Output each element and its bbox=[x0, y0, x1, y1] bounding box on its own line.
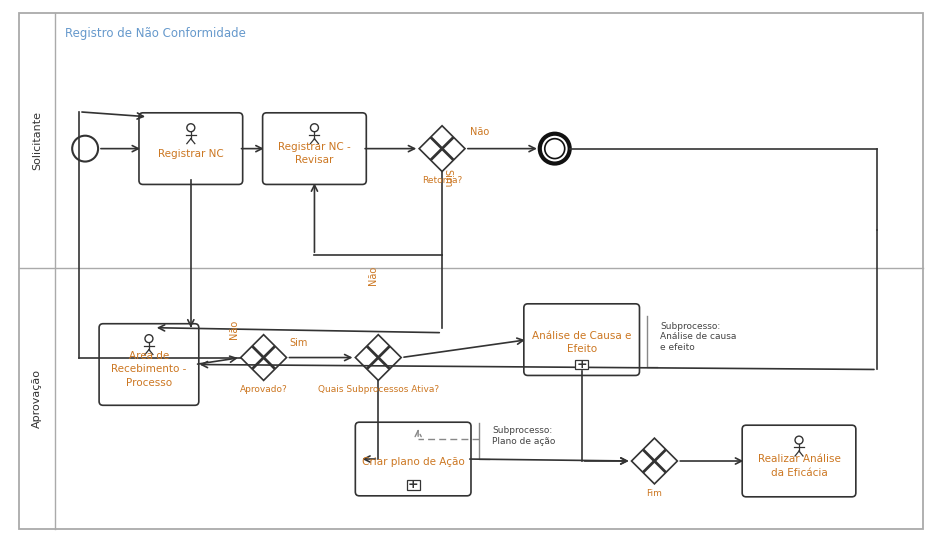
FancyBboxPatch shape bbox=[355, 422, 471, 496]
Polygon shape bbox=[355, 335, 402, 381]
Text: Quais Subprocessos Ativa?: Quais Subprocessos Ativa? bbox=[318, 385, 439, 395]
Polygon shape bbox=[419, 126, 465, 171]
Text: Criar plano de Ação: Criar plano de Ação bbox=[361, 457, 464, 467]
Text: Realizar Análise
da Eficácia: Realizar Análise da Eficácia bbox=[757, 454, 841, 478]
Text: Registrar NC: Registrar NC bbox=[158, 149, 224, 158]
Bar bbox=[575, 360, 588, 369]
Polygon shape bbox=[241, 335, 287, 381]
Text: Sim: Sim bbox=[442, 169, 452, 188]
Text: Solicitante: Solicitante bbox=[33, 111, 42, 170]
Circle shape bbox=[145, 335, 153, 343]
Circle shape bbox=[540, 134, 570, 163]
Polygon shape bbox=[631, 438, 677, 484]
Text: Análise de Causa e
Efeito: Análise de Causa e Efeito bbox=[532, 331, 631, 354]
Circle shape bbox=[72, 136, 98, 162]
Text: Fim: Fim bbox=[646, 489, 662, 498]
Bar bbox=[406, 480, 419, 490]
Text: Não: Não bbox=[368, 265, 378, 285]
Circle shape bbox=[545, 139, 565, 158]
Text: Area de
Recebimento -
Processo: Area de Recebimento - Processo bbox=[111, 351, 187, 388]
FancyBboxPatch shape bbox=[262, 113, 366, 184]
Text: Registro de Não Conformidade: Registro de Não Conformidade bbox=[65, 27, 246, 40]
FancyBboxPatch shape bbox=[139, 113, 243, 184]
Text: Não: Não bbox=[229, 320, 239, 340]
Text: Não: Não bbox=[470, 127, 489, 137]
Text: +: + bbox=[576, 358, 587, 371]
Text: Aprovado?: Aprovado? bbox=[240, 385, 288, 395]
Text: Subprocesso:
Plano de ação: Subprocesso: Plano de ação bbox=[492, 426, 556, 446]
Text: Registrar NC -
Revisar: Registrar NC - Revisar bbox=[278, 142, 351, 165]
FancyBboxPatch shape bbox=[99, 324, 199, 405]
Circle shape bbox=[187, 124, 195, 132]
Circle shape bbox=[795, 436, 803, 444]
Text: Subprocesso:
Análise de causa
e efeito: Subprocesso: Análise de causa e efeito bbox=[660, 322, 737, 351]
Text: Aprovação: Aprovação bbox=[33, 369, 42, 428]
Text: Retorna?: Retorna? bbox=[422, 176, 462, 185]
Circle shape bbox=[310, 124, 318, 132]
FancyBboxPatch shape bbox=[743, 425, 856, 497]
FancyBboxPatch shape bbox=[524, 304, 640, 376]
Text: +: + bbox=[408, 479, 418, 492]
Text: Sim: Sim bbox=[290, 337, 308, 348]
